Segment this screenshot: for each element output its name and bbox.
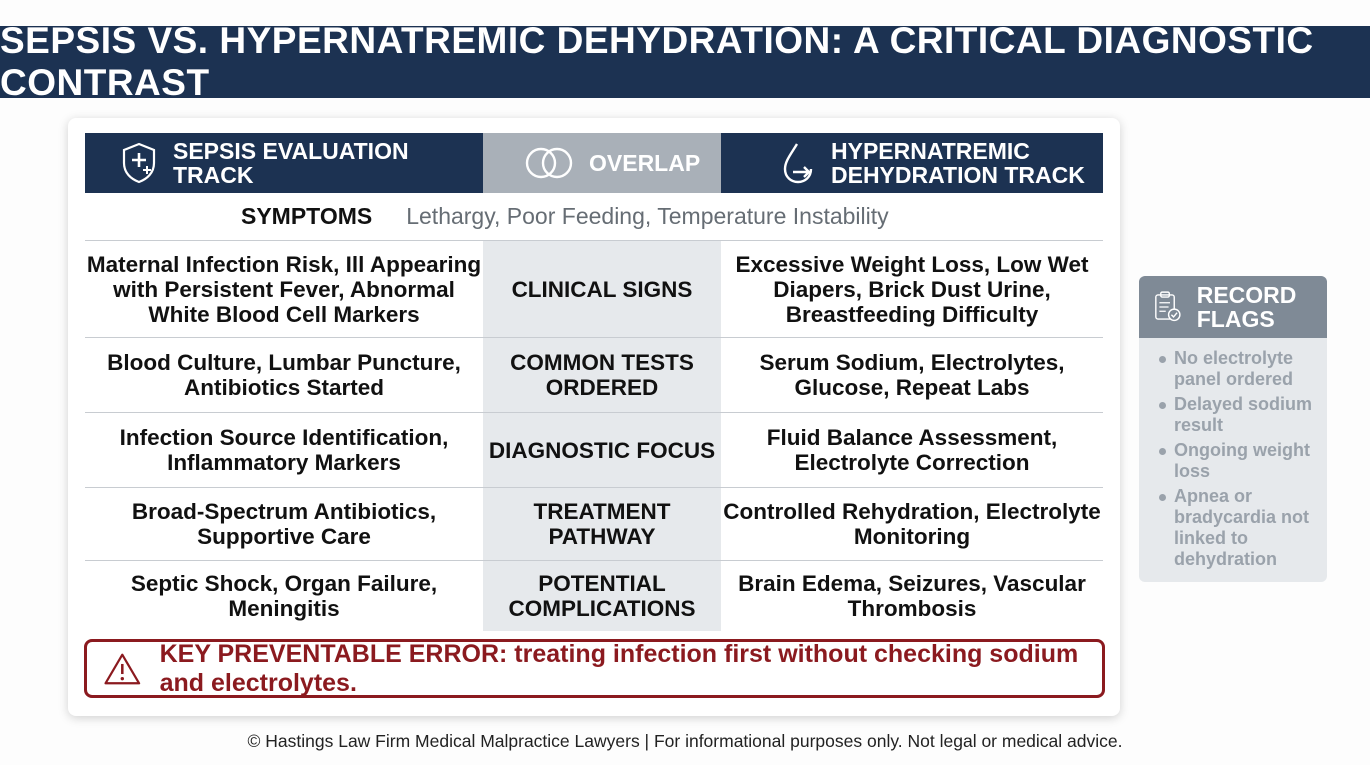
- overlapping-circles-icon: [525, 147, 573, 179]
- sepsis-cell: Infection Source Identification, Inflamm…: [119, 425, 449, 475]
- record-flags-list: No electrolyte panel ordered Delayed sod…: [1139, 338, 1327, 570]
- list-item: Ongoing weight loss: [1159, 440, 1315, 482]
- sepsis-track-title: SEPSIS EVALUATION TRACK: [173, 138, 409, 188]
- dehydration-cell: Excessive Weight Loss, Low Wet Diapers, …: [735, 251, 1089, 327]
- list-item: Delayed sodium result: [1159, 394, 1315, 436]
- category-cell: COMMON TESTS ORDERED: [510, 350, 694, 400]
- page-title: SEPSIS VS. HYPERNATREMIC DEHYDRATION: A …: [0, 20, 1314, 103]
- dehydration-cell: Controlled Rehydration, Electrolyte Moni…: [723, 499, 1101, 549]
- sepsis-cell: Broad-Spectrum Antibiotics, Supportive C…: [131, 499, 437, 549]
- record-flags-panel: RECORD FLAGS No electrolyte panel ordere…: [1139, 276, 1327, 582]
- sepsis-cell: Septic Shock, Organ Failure, Meningitis: [130, 571, 438, 621]
- footer-disclaimer: © Hastings Law Firm Medical Malpractice …: [0, 731, 1370, 752]
- dehydration-track-header: HYPERNATREMIC DEHYDRATION TRACK: [721, 133, 1103, 193]
- header-row: SEPSIS EVALUATION TRACK OVERLAP HYPERNAT…: [85, 133, 1103, 193]
- droplet-arrow-icon: [783, 143, 813, 184]
- table-row: Blood Culture, Lumbar Puncture, Antibiot…: [85, 338, 1103, 413]
- list-item: No electrolyte panel ordered: [1159, 348, 1315, 390]
- symptoms-value: Lethargy, Poor Feeding, Temperature Inst…: [406, 203, 889, 229]
- overlap-column-shade: [483, 241, 721, 631]
- category-cell: CLINICAL SIGNS: [511, 276, 693, 302]
- title-banner: SEPSIS VS. HYPERNATREMIC DEHYDRATION: A …: [0, 20, 1370, 103]
- dehydration-cell: Fluid Balance Assessment, Electrolyte Co…: [766, 425, 1058, 475]
- comparison-table: Maternal Infection Risk, Ill Appearing w…: [85, 241, 1103, 631]
- dehydration-track-title: HYPERNATREMIC DEHYDRATION TRACK: [831, 138, 1085, 188]
- table-row: Infection Source Identification, Inflamm…: [85, 413, 1103, 488]
- sepsis-track-header: SEPSIS EVALUATION TRACK: [85, 133, 483, 193]
- dehydration-cell: Serum Sodium, Electrolytes, Glucose, Rep…: [759, 350, 1065, 400]
- category-cell: DIAGNOSTIC FOCUS: [488, 437, 716, 463]
- symptoms-label: SYMPTOMS: [241, 203, 373, 229]
- sepsis-cell: Blood Culture, Lumbar Puncture, Antibiot…: [107, 350, 461, 400]
- category-cell: TREATMENT PATHWAY: [533, 499, 671, 549]
- record-flags-title: RECORD FLAGS: [1196, 282, 1297, 332]
- category-cell: POTENTIAL COMPLICATIONS: [508, 571, 696, 621]
- comparison-card: SEPSIS EVALUATION TRACK OVERLAP HYPERNAT…: [68, 118, 1120, 716]
- table-row: Broad-Spectrum Antibiotics, Supportive C…: [85, 488, 1103, 561]
- key-error-callout: KEY PREVENTABLE ERROR: treating infectio…: [84, 639, 1105, 698]
- clipboard-check-icon: [1155, 291, 1181, 322]
- shield-plus-icon: [122, 142, 156, 184]
- list-item: Apnea or bradycardia not linked to dehyd…: [1159, 486, 1315, 570]
- footer-text: © Hastings Law Firm Medical Malpractice …: [247, 731, 1123, 751]
- overlap-title: OVERLAP: [589, 150, 701, 176]
- sepsis-cell: Maternal Infection Risk, Ill Appearing w…: [86, 251, 482, 327]
- symptoms-row: SYMPTOMS Lethargy, Poor Feeding, Tempera…: [85, 193, 1103, 241]
- table-row: Maternal Infection Risk, Ill Appearing w…: [85, 241, 1103, 338]
- key-error-text: KEY PREVENTABLE ERROR: treating infectio…: [159, 639, 1079, 697]
- warning-triangle-icon: [104, 653, 141, 684]
- overlap-header: OVERLAP: [483, 133, 721, 193]
- dehydration-cell: Brain Edema, Seizures, Vascular Thrombos…: [738, 571, 1086, 621]
- record-flags-header: RECORD FLAGS: [1139, 276, 1327, 338]
- table-row: Septic Shock, Organ Failure, Meningitis …: [85, 561, 1103, 631]
